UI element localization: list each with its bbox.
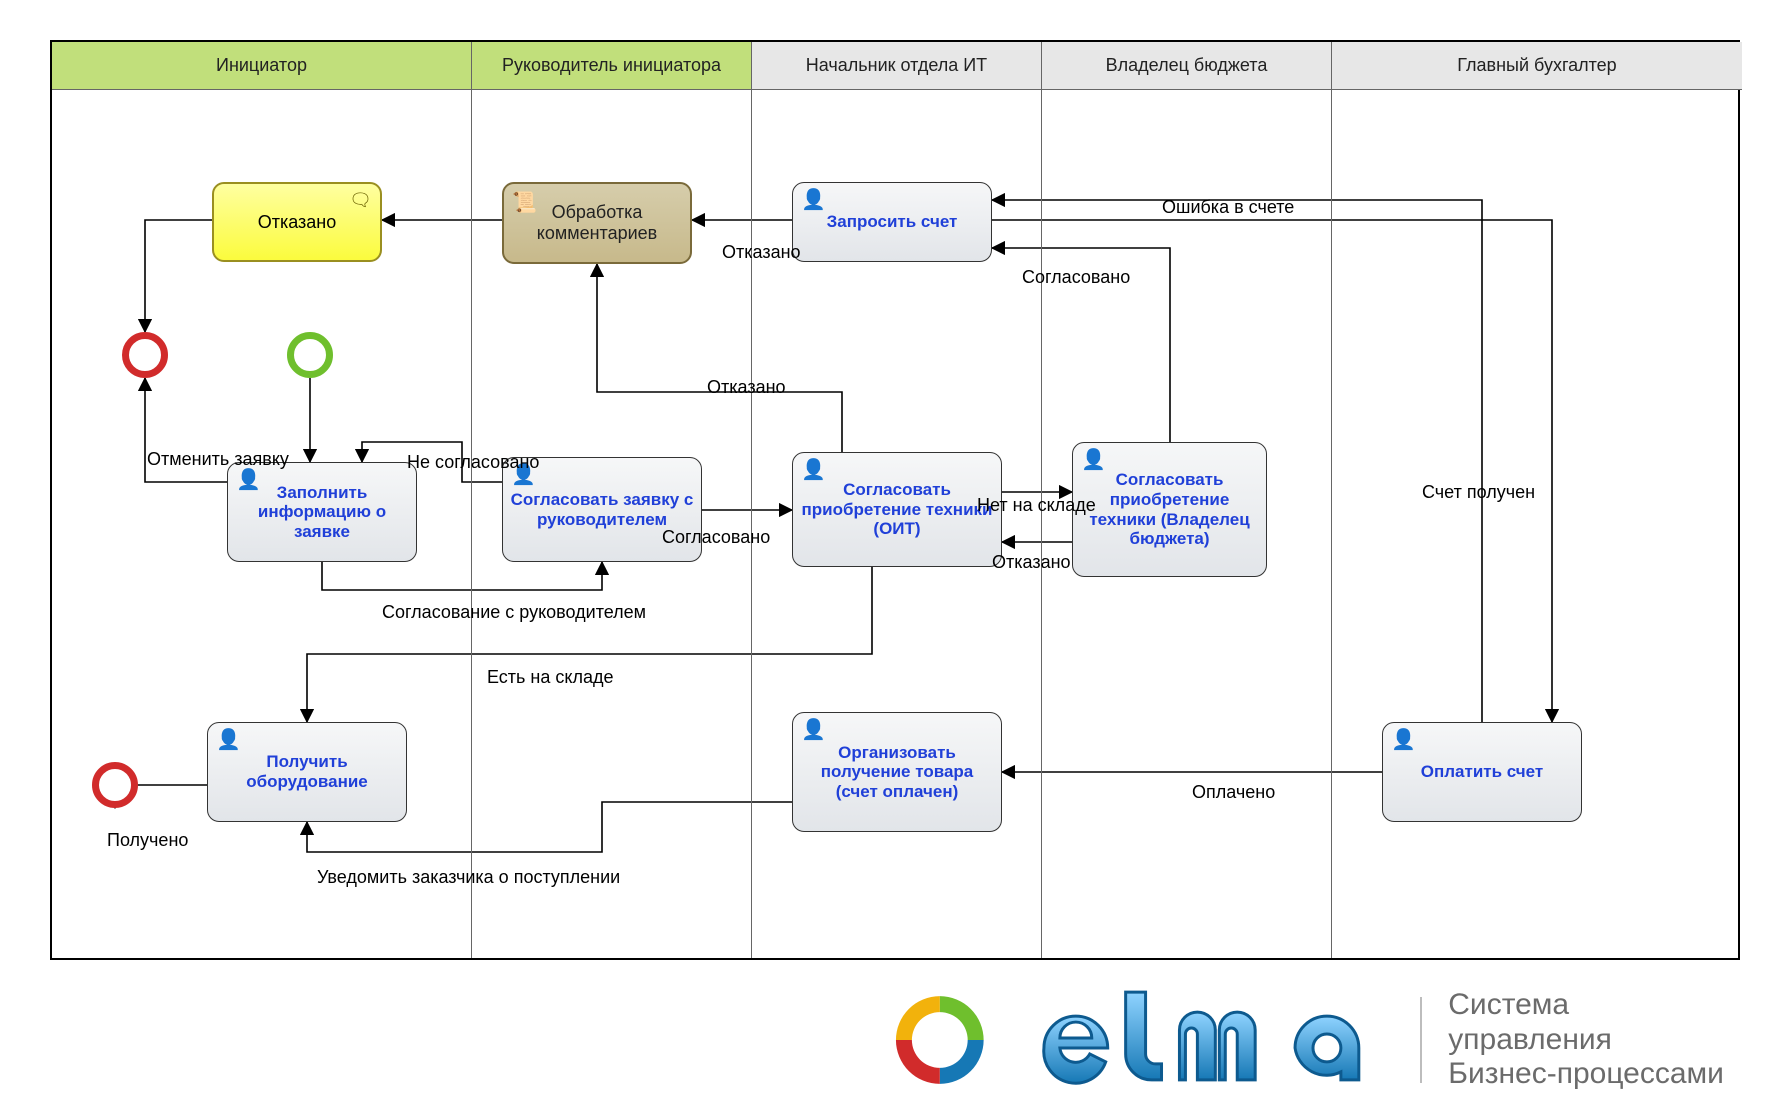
edge-label: Согласование с руководителем bbox=[382, 602, 646, 623]
logo-area: Система управления Бизнес-процессами bbox=[880, 975, 1740, 1105]
edge-label: Отказано bbox=[992, 552, 1071, 573]
logo-wordmark bbox=[1026, 980, 1395, 1100]
user-icon: 👤 bbox=[801, 719, 826, 742]
bpmn-user-task: 👤Заполнить информацию о заявке bbox=[227, 462, 417, 562]
edge-label: Получено bbox=[107, 830, 188, 851]
lane-header: Главный бухгалтер bbox=[1332, 42, 1742, 90]
edge-label: Согласовано bbox=[662, 527, 770, 548]
user-icon: 👤 bbox=[216, 729, 241, 752]
task-label: Получить оборудование bbox=[214, 752, 400, 791]
tagline-line2: Бизнес-процессами bbox=[1448, 1057, 1740, 1092]
edge-label: Отказано bbox=[722, 242, 801, 263]
task-label: Запросить счет bbox=[827, 212, 958, 232]
bpmn-subprocess: 📜Обработка комментариев bbox=[502, 182, 692, 264]
task-label: Отказано bbox=[258, 212, 337, 233]
edge-label: Отменить заявку bbox=[147, 449, 289, 470]
user-icon: 👤 bbox=[1391, 729, 1416, 752]
bpmn-event-box: 🗨 Отказано bbox=[212, 182, 382, 262]
edge-label: Не согласовано bbox=[407, 452, 539, 473]
bpmn-end-event bbox=[92, 762, 138, 808]
lane-header: Руководитель инициатора bbox=[472, 42, 752, 90]
subprocess-icon: 📜 bbox=[512, 190, 537, 215]
bpmn-diagram: ИнициаторРуководитель инициатораНачальни… bbox=[50, 40, 1740, 960]
lane-header: Инициатор bbox=[52, 42, 472, 90]
bpmn-start-event bbox=[287, 332, 333, 378]
user-icon: 👤 bbox=[236, 469, 261, 492]
bpmn-user-task: 👤Оплатить счет bbox=[1382, 722, 1582, 822]
annotation-icon: 🗨 bbox=[349, 190, 372, 211]
lane-header: Начальник отдела ИТ bbox=[752, 42, 1042, 90]
logo-divider bbox=[1420, 997, 1422, 1083]
bpmn-user-task: 👤Получить оборудование bbox=[207, 722, 407, 822]
lane-body bbox=[1332, 90, 1742, 958]
lane-header: Владелец бюджета bbox=[1042, 42, 1332, 90]
bpmn-end-event bbox=[122, 332, 168, 378]
edge-label: Уведомить заказчика о поступлении bbox=[317, 867, 620, 888]
logo-tagline: Система управления Бизнес-процессами bbox=[1448, 988, 1740, 1092]
edge-label: Оплачено bbox=[1192, 782, 1275, 803]
edge-label: Отказано bbox=[707, 377, 786, 398]
task-label: Согласовать заявку с руководителем bbox=[509, 490, 695, 529]
user-icon: 👤 bbox=[1081, 449, 1106, 472]
user-icon: 👤 bbox=[801, 189, 826, 212]
edge-label: Счет получен bbox=[1422, 482, 1535, 503]
edge-label: Нет на складе bbox=[977, 495, 1096, 516]
tagline-line1: Система управления bbox=[1448, 988, 1740, 1057]
bpmn-user-task: 👤Согласовать приобретение техники (ОИТ) bbox=[792, 452, 1002, 567]
logo-ring-icon bbox=[880, 980, 1000, 1100]
task-label: Организовать получение товара (счет опла… bbox=[799, 743, 995, 802]
edge-label: Есть на складе bbox=[487, 667, 613, 688]
user-icon: 👤 bbox=[801, 459, 826, 482]
bpmn-user-task: 👤Согласовать приобретение техники (Владе… bbox=[1072, 442, 1267, 577]
task-label: Согласовать приобретение техники (ОИТ) bbox=[799, 480, 995, 539]
bpmn-user-task: 👤Запросить счет bbox=[792, 182, 992, 262]
task-label: Оплатить счет bbox=[1421, 762, 1543, 782]
edge-label: Согласовано bbox=[1022, 267, 1130, 288]
bpmn-user-task: 👤Организовать получение товара (счет опл… bbox=[792, 712, 1002, 832]
task-label: Согласовать приобретение техники (Владел… bbox=[1079, 470, 1260, 548]
edge-label: Ошибка в счете bbox=[1162, 197, 1294, 218]
